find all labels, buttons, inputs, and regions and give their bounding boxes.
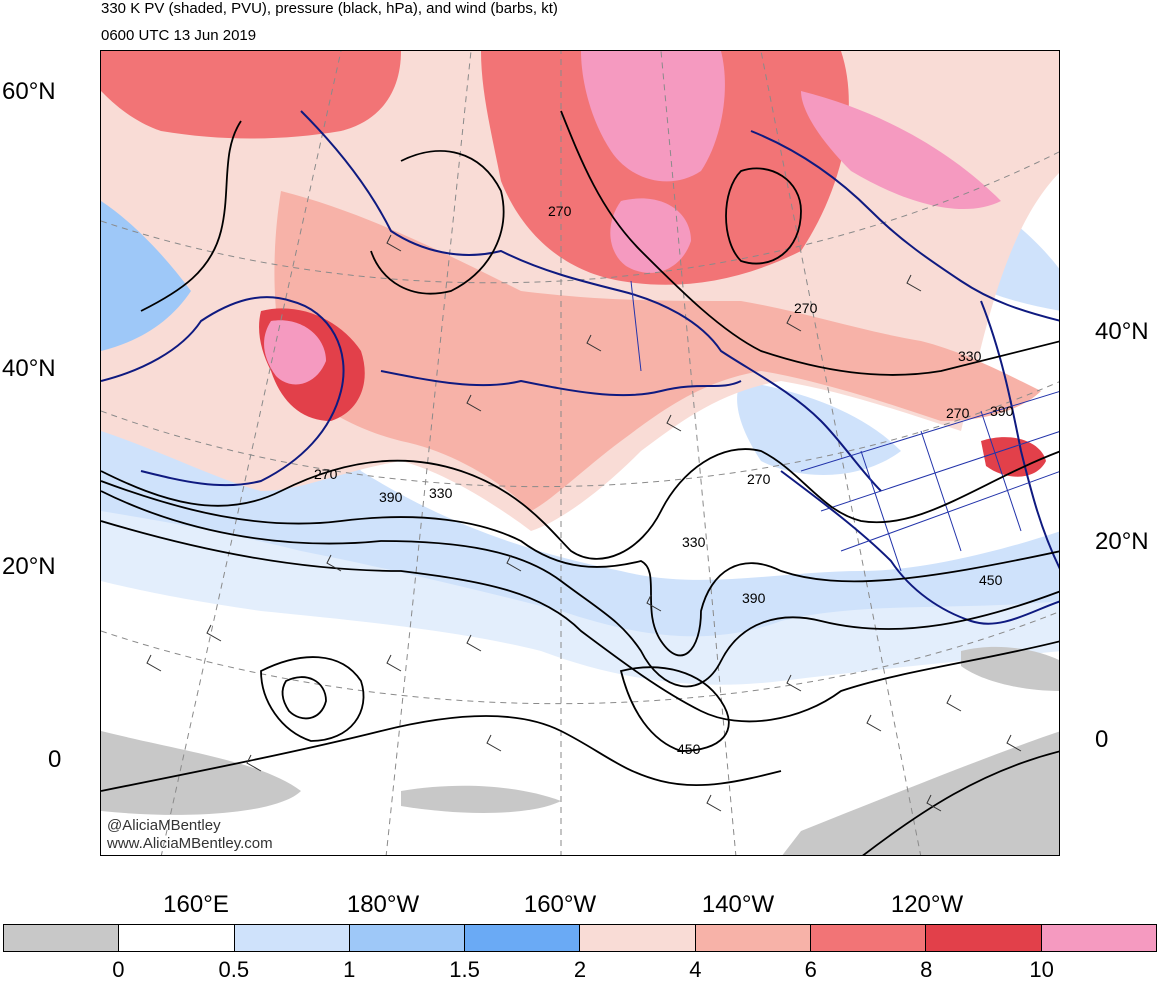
colorbar-label: 1 xyxy=(343,957,356,982)
pv-band-0.5-1 xyxy=(101,511,1059,685)
contour-label: 330 xyxy=(958,348,982,364)
colorbar-segment xyxy=(580,925,696,951)
lat-label-left: 20°N xyxy=(2,553,56,580)
lat-label-right: 40°N xyxy=(1095,318,1149,345)
contour-label: 270 xyxy=(548,203,572,219)
pv-pink-west xyxy=(264,320,326,385)
contour-label: 270 xyxy=(314,466,338,482)
contour-label: 390 xyxy=(379,489,403,505)
credit-website: www.AliciaMBentley.com xyxy=(107,835,273,852)
contour-label: 270 xyxy=(794,300,818,316)
state-borders xyxy=(630,280,1059,572)
map-panel: 270 270 270 270 390 330 330 330 390 450 … xyxy=(100,50,1060,856)
contour-label: 450 xyxy=(677,741,701,757)
pv-red-east xyxy=(981,437,1046,477)
colorbar-segment xyxy=(465,925,581,951)
colorbar-segment xyxy=(4,925,120,951)
pv-region-10-plus xyxy=(581,51,725,182)
pressure-contours xyxy=(101,110,1059,855)
pv-gray-sw xyxy=(101,731,301,815)
colorbar-label: 6 xyxy=(804,957,817,982)
colorbar-segment xyxy=(234,925,350,951)
pv-map: 270 270 270 270 390 330 330 330 390 450 … xyxy=(101,51,1059,855)
contour-label: 330 xyxy=(682,534,706,550)
pv-region-4-6 xyxy=(274,191,1041,511)
pv-region-6-8-west xyxy=(101,51,401,139)
coastlines xyxy=(101,110,1059,625)
colorbar-label: 2 xyxy=(573,957,587,982)
colorbar-label: 1.5 xyxy=(449,957,480,982)
contour-label-group: 270 270 270 270 390 330 330 330 390 450 … xyxy=(314,203,1014,757)
contour-label: 450 xyxy=(979,572,1003,588)
contour-label: 390 xyxy=(990,403,1014,419)
colorbar-segment xyxy=(926,925,1042,951)
credit-handle: @AliciaMBentley xyxy=(107,817,221,834)
colorbar-segment xyxy=(811,925,927,951)
contour-label: 330 xyxy=(429,485,453,501)
lon-label: 160°E xyxy=(163,891,229,918)
colorbar-label: 4 xyxy=(689,957,702,982)
colorbar-label: 10 xyxy=(1029,957,1054,982)
colorbar-segment xyxy=(695,925,812,951)
pv-colorbar xyxy=(3,924,1157,952)
lon-label: 120°W xyxy=(890,891,964,918)
lat-label-right: 0 xyxy=(1095,726,1109,753)
lat-label-left: 0 xyxy=(48,746,62,773)
pv-pink-north xyxy=(801,91,1001,210)
lon-label: 160°W xyxy=(523,891,597,918)
lat-label-right: 20°N xyxy=(1095,528,1149,555)
lat-label-left: 60°N xyxy=(2,78,56,105)
colorbar-segment xyxy=(119,925,235,951)
colorbar-label: 8 xyxy=(920,957,933,982)
colorbar-label: 0.5 xyxy=(218,957,250,982)
lat-label-left: 40°N xyxy=(2,355,56,382)
pv-patch-blue-east xyxy=(737,381,901,475)
pv-cutoff-pink xyxy=(610,198,691,273)
lon-label: 140°W xyxy=(701,891,775,918)
contour-label: 270 xyxy=(747,471,771,487)
graticule xyxy=(101,51,1059,855)
lon-label: 180°W xyxy=(346,891,420,918)
colorbar-segment xyxy=(349,925,466,951)
colorbar-segment xyxy=(1041,925,1156,951)
pv-gray-se xyxy=(782,731,1059,855)
wind-barbs xyxy=(146,234,1022,812)
map-title: 330 K PV (shaded, PVU), pressure (black,… xyxy=(101,0,558,17)
contour-label: 390 xyxy=(742,590,766,606)
contour-label: 270 xyxy=(946,405,970,421)
colorbar-label: 0 xyxy=(112,957,125,982)
pv-band-1-1.5 xyxy=(101,171,1059,665)
map-valid-time: 0600 UTC 13 Jun 2019 xyxy=(101,27,257,44)
pv-gray-south xyxy=(401,785,561,813)
